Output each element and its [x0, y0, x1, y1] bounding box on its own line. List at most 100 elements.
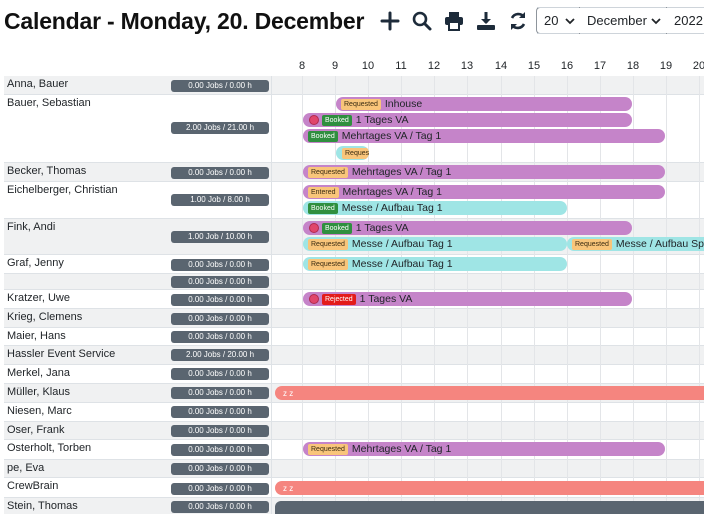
- plus-icon: [380, 11, 400, 31]
- alert-dot-icon: [309, 223, 319, 233]
- year-select[interactable]: 2022: [667, 7, 704, 34]
- event-title: Inhouse: [384, 98, 423, 110]
- hour-label: 8: [298, 60, 306, 72]
- staff-row[interactable]: 0.00 Jobs / 0.00 h: [4, 274, 704, 290]
- chevron-down-icon: [651, 18, 661, 25]
- staff-row[interactable]: Kratzer, Uwe 0.00 Jobs / 0.00 h: [4, 290, 704, 309]
- event-bar[interactable]: Entered Mehrtages VA / Tag 1: [303, 185, 665, 199]
- staff-row[interactable]: Krieg, Clemens 0.00 Jobs / 0.00 h: [4, 309, 704, 328]
- hour-label: 11: [395, 60, 407, 72]
- hour-label: 10: [361, 60, 375, 72]
- jobs-summary-badge: 0.00 Jobs / 0.00 h: [171, 463, 269, 475]
- jobs-summary-badge: 1.00 Job / 8.00 h: [171, 194, 269, 206]
- staff-name: Stein, Thomas: [7, 500, 78, 512]
- month-value: December: [587, 13, 647, 28]
- hour-gridline: [633, 76, 634, 514]
- staff-name: Fink, Andi: [7, 221, 56, 233]
- jobs-summary-badge: 0.00 Jobs / 0.00 h: [171, 483, 269, 495]
- staff-row[interactable]: CrewBrain 0.00 Jobs / 0.00 h: [4, 478, 704, 498]
- add-button[interactable]: [379, 10, 401, 32]
- absence-bar[interactable]: z z: [275, 481, 704, 495]
- staff-name: Hassler Event Service: [7, 348, 116, 360]
- staff-name: Graf, Jenny: [7, 257, 64, 269]
- jobs-summary-badge: 0.00 Jobs / 0.00 h: [171, 425, 269, 437]
- staff-row[interactable]: pe, Eva 0.00 Jobs / 0.00 h: [4, 460, 704, 478]
- event-bar[interactable]: Rejected 1 Tages VA: [303, 292, 632, 306]
- year-value: 2022: [674, 13, 703, 28]
- status-badge: Requested: [572, 238, 612, 250]
- absence-bar[interactable]: [275, 501, 704, 514]
- status-badge: Entered: [308, 186, 339, 198]
- download-button[interactable]: [475, 10, 497, 32]
- event-bar[interactable]: Requested Inhouse: [336, 97, 632, 111]
- staff-row[interactable]: Graf, Jenny 0.00 Jobs / 0.00 h: [4, 255, 704, 274]
- staff-row[interactable]: Osterholt, Torben 0.00 Jobs / 0.00 h: [4, 440, 704, 460]
- staff-row[interactable]: Merkel, Jana 0.00 Jobs / 0.00 h: [4, 365, 704, 384]
- event-bar[interactable]: Requested Messe / Aufbau Tag 1: [303, 237, 567, 251]
- hour-gridline: [302, 76, 303, 514]
- jobs-summary-badge: 2.00 Jobs / 21.00 h: [171, 122, 269, 134]
- event-title: Messe / Aufbau Spät: [615, 238, 704, 250]
- event-bar[interactable]: Booked Messe / Aufbau Tag 1: [303, 201, 567, 215]
- event-bar[interactable]: Requested Mehrtages VA / Tag 1: [303, 165, 665, 179]
- staff-row[interactable]: Hassler Event Service 2.00 Jobs / 20.00 h: [4, 346, 704, 365]
- event-title: 1 Tages VA: [355, 114, 409, 126]
- status-badge: Request: [342, 147, 369, 159]
- event-bar[interactable]: Requested Messe / Aufbau Spät: [567, 237, 704, 251]
- jobs-summary-badge: 0.00 Jobs / 0.00 h: [171, 276, 269, 288]
- jobs-summary-badge: 2.00 Jobs / 20.00 h: [171, 349, 269, 361]
- grid-divider: [271, 76, 272, 514]
- hour-gridline: [666, 76, 667, 514]
- staff-row[interactable]: Anna, Bauer 0.00 Jobs / 0.00 h: [4, 76, 704, 95]
- jobs-summary-badge: 0.00 Jobs / 0.00 h: [171, 331, 269, 343]
- staff-name: Anna, Bauer: [7, 78, 69, 90]
- hour-label: 13: [460, 60, 474, 72]
- staff-row[interactable]: Oser, Frank 0.00 Jobs / 0.00 h: [4, 422, 704, 440]
- alert-dot-icon: [309, 294, 319, 304]
- status-badge: Requested: [308, 238, 348, 250]
- staff-name: Osterholt, Torben: [7, 442, 92, 454]
- month-select[interactable]: December: [580, 7, 666, 34]
- event-title: Mehrtages VA / Tag 1: [351, 443, 452, 455]
- event-bar[interactable]: Requested Messe / Aufbau Tag 1: [303, 257, 567, 271]
- staff-name: Krieg, Clemens: [7, 311, 83, 323]
- status-badge: Requested: [308, 443, 348, 455]
- printer-icon: [445, 12, 463, 31]
- staff-name: Maier, Hans: [7, 330, 66, 342]
- sleep-icon: z z: [283, 483, 294, 493]
- hour-scale: 8 9 10 11 12 13 14 15 16 17 18 19 20: [0, 58, 704, 76]
- staff-row[interactable]: Bauer, Sebastian 2.00 Jobs / 21.00 h: [4, 95, 704, 163]
- event-bar[interactable]: Booked Mehrtages VA / Tag 1: [303, 129, 665, 143]
- absence-bar[interactable]: z z: [275, 386, 704, 400]
- staff-name: Becker, Thomas: [7, 165, 87, 177]
- event-title: Messe / Aufbau Tag 1: [351, 258, 453, 270]
- jobs-summary-badge: 0.00 Jobs / 0.00 h: [171, 167, 269, 179]
- staff-row[interactable]: Niesen, Marc 0.00 Jobs / 0.00 h: [4, 403, 704, 422]
- hour-label: 18: [626, 60, 640, 72]
- jobs-summary-badge: 0.00 Jobs / 0.00 h: [171, 406, 269, 418]
- search-button[interactable]: [411, 10, 433, 32]
- event-bar[interactable]: Requested Mehrtages VA / Tag 1: [303, 442, 665, 456]
- jobs-summary-badge: 0.00 Jobs / 0.00 h: [171, 387, 269, 399]
- event-bar[interactable]: Booked 1 Tages VA: [303, 221, 632, 235]
- event-title: 1 Tages VA: [355, 222, 409, 234]
- jobs-summary-badge: 0.00 Jobs / 0.00 h: [171, 444, 269, 456]
- status-badge: Requested: [308, 166, 348, 178]
- event-bar[interactable]: Request: [336, 146, 369, 160]
- staff-name: CrewBrain: [7, 480, 59, 492]
- print-button[interactable]: [443, 10, 465, 32]
- event-title: Mehrtages VA / Tag 1: [341, 130, 442, 142]
- refresh-button[interactable]: [507, 10, 529, 32]
- staff-row[interactable]: Eichelberger, Christian 1.00 Job / 8.00 h: [4, 182, 704, 219]
- event-title: Messe / Aufbau Tag 1: [341, 202, 443, 214]
- staff-name: Oser, Frank: [7, 424, 65, 436]
- jobs-summary-badge: 1.00 Job / 10.00 h: [171, 231, 269, 243]
- alert-dot-icon: [309, 115, 319, 125]
- day-select[interactable]: 20: [537, 7, 579, 34]
- hour-label: 16: [560, 60, 574, 72]
- download-icon: [477, 12, 495, 30]
- event-bar[interactable]: Booked 1 Tages VA: [303, 113, 632, 127]
- jobs-summary-badge: 0.00 Jobs / 0.00 h: [171, 313, 269, 325]
- staff-row[interactable]: Maier, Hans 0.00 Jobs / 0.00 h: [4, 328, 704, 346]
- jobs-summary-badge: 0.00 Jobs / 0.00 h: [171, 80, 269, 92]
